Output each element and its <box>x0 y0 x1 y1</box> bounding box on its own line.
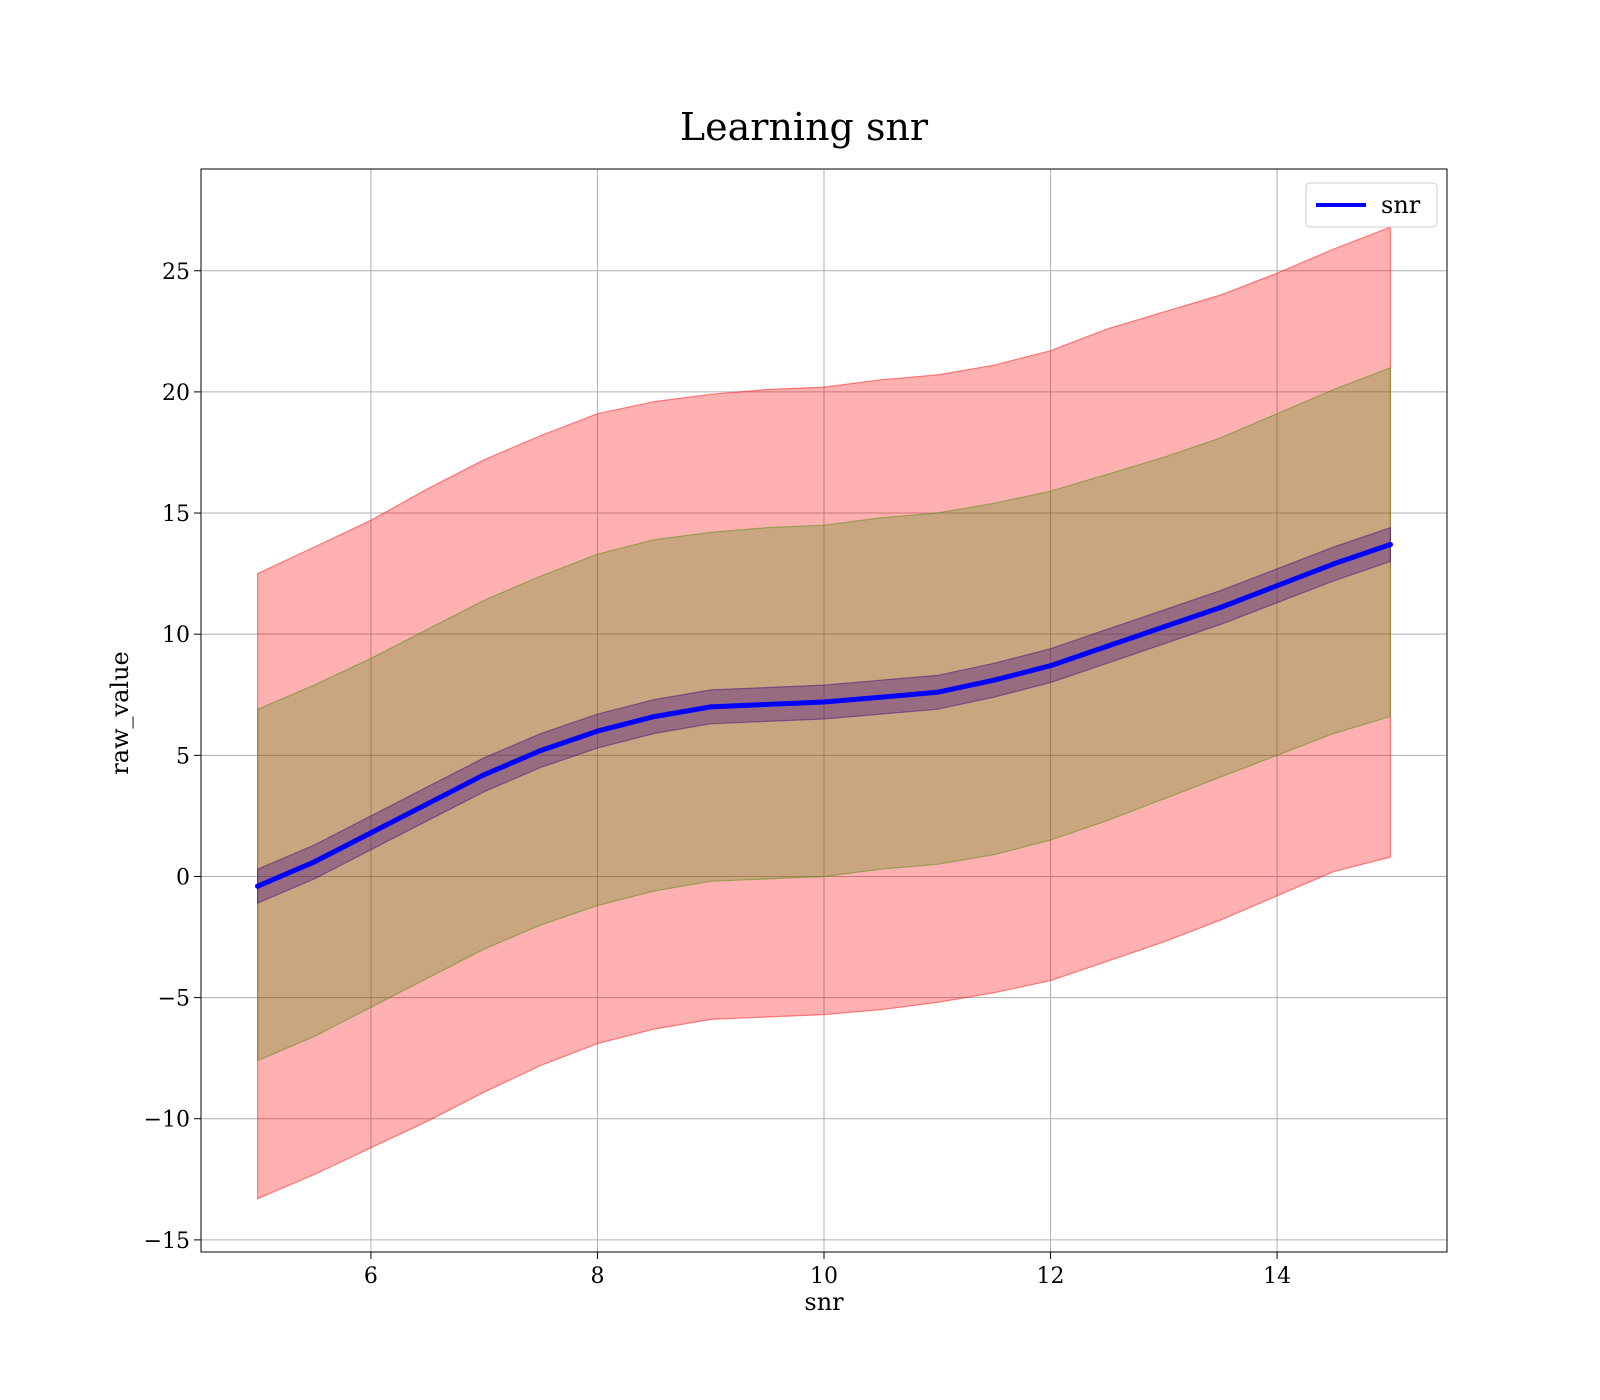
y-tick-label: 10 <box>162 623 190 648</box>
y-axis-label: raw_value <box>106 651 134 775</box>
series-point <box>425 801 430 807</box>
y-tick-label: 25 <box>162 260 190 285</box>
confidence-bands <box>257 226 1391 1200</box>
series-point <box>708 704 714 710</box>
y-tick-label: 20 <box>162 381 190 406</box>
band-0 <box>257 226 1391 1200</box>
series-point <box>764 701 770 707</box>
x-tick-label: 10 <box>810 1264 838 1289</box>
legend: snr <box>1305 182 1438 228</box>
axis-ticks: 6 8 10 12 14 −15 −10 −5 0 5 10 15 20 25 <box>144 260 1292 1289</box>
series-point <box>1274 583 1280 589</box>
series-point <box>311 859 317 865</box>
y-tick-label: 15 <box>162 502 190 527</box>
series-point <box>1048 663 1053 669</box>
band-1 <box>257 366 1391 1062</box>
y-tick-label: 5 <box>176 744 190 769</box>
y-tick-label: 0 <box>176 865 190 890</box>
series-point <box>255 883 261 889</box>
series-point <box>1104 643 1110 649</box>
series-point <box>1387 542 1393 547</box>
x-tick-label: 14 <box>1263 1264 1291 1289</box>
chart-title: Learning snr <box>680 105 929 149</box>
y-tick-label: −10 <box>144 1108 190 1133</box>
series-point <box>1218 605 1223 610</box>
y-tick-label: −15 <box>144 1229 190 1254</box>
series-point <box>1331 561 1337 567</box>
series-point <box>481 772 487 778</box>
x-tick-label: 12 <box>1037 1264 1065 1289</box>
series-point <box>878 694 884 700</box>
legend-label: snr <box>1381 191 1421 219</box>
series-point <box>934 689 940 695</box>
series-point <box>821 699 827 705</box>
band-2 <box>257 526 1391 905</box>
legend-box <box>1305 182 1438 228</box>
series-point <box>538 748 544 753</box>
grid <box>201 169 1447 1252</box>
series-point <box>651 714 657 720</box>
series-lines <box>255 542 1393 889</box>
series-point <box>595 728 600 734</box>
y-tick-label: −5 <box>158 987 190 1012</box>
x-axis-label: snr <box>804 1288 844 1316</box>
series-point <box>991 677 997 683</box>
series-point <box>368 830 374 836</box>
x-tick-label: 6 <box>364 1264 378 1289</box>
x-tick-label: 8 <box>590 1264 604 1289</box>
series-point <box>1161 624 1167 630</box>
